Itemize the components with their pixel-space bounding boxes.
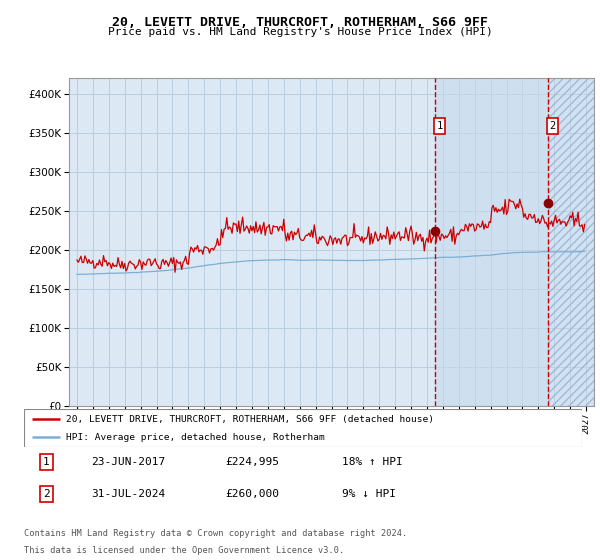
Text: 20, LEVETT DRIVE, THURCROFT, ROTHERHAM, S66 9FF (detached house): 20, LEVETT DRIVE, THURCROFT, ROTHERHAM, … [66,414,434,423]
FancyBboxPatch shape [24,409,582,447]
Text: This data is licensed under the Open Government Licence v3.0.: This data is licensed under the Open Gov… [24,547,344,556]
Bar [548,78,594,406]
Text: 1: 1 [437,121,443,131]
Text: 18% ↑ HPI: 18% ↑ HPI [342,457,403,467]
Text: 2: 2 [43,489,50,500]
Text: 23-JUN-2017: 23-JUN-2017 [91,457,165,467]
Text: 1: 1 [43,457,50,467]
Text: 2: 2 [550,121,556,131]
Text: 20, LEVETT DRIVE, THURCROFT, ROTHERHAM, S66 9FF: 20, LEVETT DRIVE, THURCROFT, ROTHERHAM, … [112,16,488,29]
Text: Price paid vs. HM Land Registry's House Price Index (HPI): Price paid vs. HM Land Registry's House … [107,27,493,37]
Text: HPI: Average price, detached house, Rotherham: HPI: Average price, detached house, Roth… [66,433,325,442]
Bar [434,78,548,406]
Text: £224,995: £224,995 [225,457,279,467]
Text: 9% ↓ HPI: 9% ↓ HPI [342,489,396,500]
Text: £260,000: £260,000 [225,489,279,500]
Text: 31-JUL-2024: 31-JUL-2024 [91,489,165,500]
Bar [548,78,594,406]
Text: Contains HM Land Registry data © Crown copyright and database right 2024.: Contains HM Land Registry data © Crown c… [24,530,407,539]
